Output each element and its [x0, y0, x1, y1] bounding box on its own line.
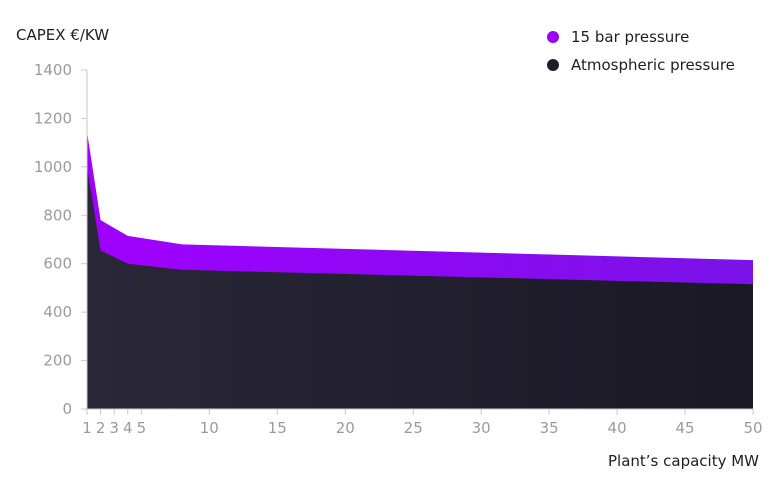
x-tick-label: 45	[675, 419, 694, 437]
y-tick-label: 1000	[34, 158, 72, 176]
x-tick-label: 5	[137, 419, 147, 437]
legend: 15 bar pressure Atmospheric pressure	[547, 28, 735, 74]
legend-marker-purple	[547, 31, 559, 43]
x-axis-label: Plant’s capacity MW	[608, 452, 759, 470]
y-tick-label: 200	[43, 352, 72, 370]
x-tick-label: 2	[96, 419, 106, 437]
x-tick-label: 3	[109, 419, 119, 437]
y-tick-label: 600	[43, 255, 72, 273]
x-tick-label: 35	[540, 419, 559, 437]
x-tick-label: 40	[608, 419, 627, 437]
y-tick-label: 1400	[34, 61, 72, 79]
legend-marker-dark	[547, 59, 559, 71]
y-axis-label: CAPEX €/KW	[16, 26, 109, 44]
y-tick-label: 1200	[34, 109, 72, 127]
y-tick-label: 0	[62, 400, 72, 418]
y-tick-label: 400	[43, 303, 72, 321]
x-tick-label: 50	[743, 419, 762, 437]
legend-label-atmospheric: Atmospheric pressure	[571, 56, 735, 74]
x-tick-label: 25	[404, 419, 423, 437]
x-tick-label: 10	[200, 419, 219, 437]
legend-label-15-bar: 15 bar pressure	[571, 28, 689, 46]
x-tick-label: 4	[123, 419, 133, 437]
x-tick-label: 1	[82, 419, 92, 437]
area-atmospheric-pressure	[87, 166, 753, 409]
x-tick-label: 20	[336, 419, 355, 437]
x-tick-label: 15	[268, 419, 287, 437]
legend-item-atmospheric: Atmospheric pressure	[547, 56, 735, 74]
plot-areas	[87, 131, 753, 409]
x-axis-ticks: 1 2 3 4 5 10 15 20 25 30 35 40 45 50	[82, 409, 763, 437]
y-tick-label: 800	[43, 206, 72, 224]
legend-item-15-bar: 15 bar pressure	[547, 28, 689, 46]
y-axis-ticks: 0 200 400 600 800 1000 1200 1400	[34, 61, 87, 418]
x-tick-label: 30	[472, 419, 491, 437]
